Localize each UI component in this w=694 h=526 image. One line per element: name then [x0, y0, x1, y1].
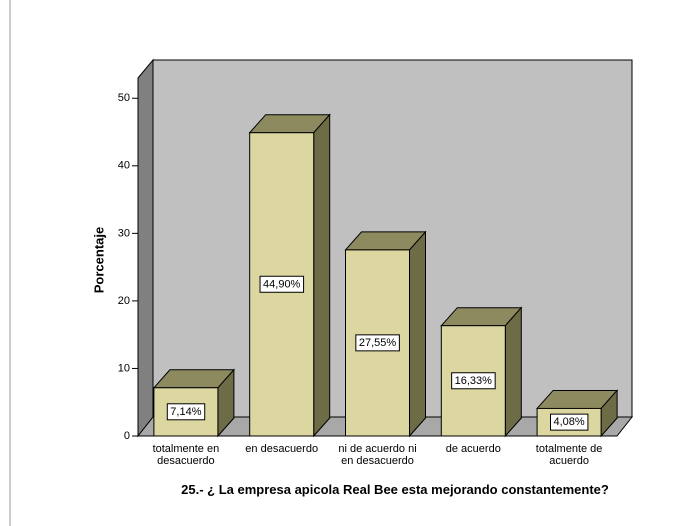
x-tick-label: totalmente en desacuerdo: [152, 443, 220, 467]
y-tick-label: 0: [124, 430, 130, 442]
value-label: 7,14%: [170, 406, 201, 418]
value-label: 4,08%: [553, 416, 584, 428]
y-tick-label: 40: [118, 160, 130, 172]
value-label: 44,90%: [263, 278, 301, 290]
value-label-box: [166, 403, 206, 421]
x-tick-label: totalmente de acuerdo: [535, 443, 603, 467]
value-label: 16,33%: [455, 375, 493, 387]
value-label-box: [451, 372, 496, 390]
value-label-box: [355, 334, 400, 352]
bar-side: [313, 113, 331, 438]
y-tick-label: 50: [118, 92, 130, 104]
bar-side: [409, 230, 426, 438]
chart-title: 25.- ¿ La empresa apicola Real Bee esta …: [181, 482, 609, 497]
x-tick-label: ni de acuerdo ni en desacuerdo: [338, 443, 417, 467]
y-tick-label: 20: [118, 295, 130, 307]
side-wall: [137, 58, 154, 438]
value-label: 27,55%: [359, 337, 397, 349]
x-tick-label: en desacuerdo: [245, 443, 319, 455]
y-axis-label: Porcentaje: [91, 227, 106, 293]
value-label-box: [549, 413, 589, 431]
y-tick-label: 30: [118, 227, 130, 239]
y-tick-label: 10: [118, 362, 130, 374]
value-label-box: [259, 275, 305, 293]
x-tick-label: de acuerdo: [445, 443, 501, 455]
bar-side: [504, 306, 522, 438]
